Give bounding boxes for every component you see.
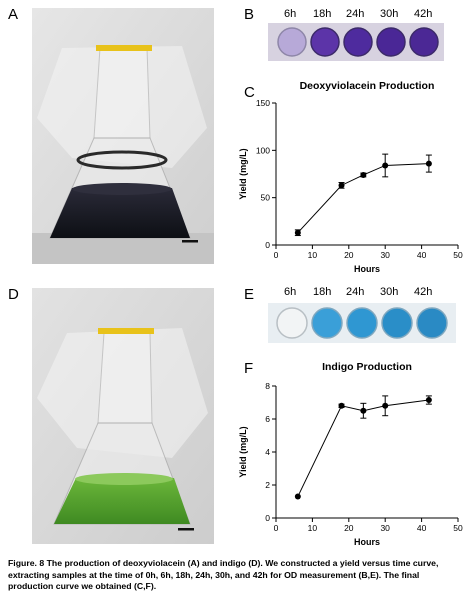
panel-label-c: C (244, 84, 255, 101)
chart-title: Indigo Production (322, 361, 412, 373)
well-label-b-4: 42h (414, 8, 433, 20)
y-tick-label: 0 (265, 240, 270, 250)
well-label-b-3: 30h (380, 8, 399, 20)
figure-caption: Figure. 8 The production of deoxyviolace… (8, 558, 439, 591)
y-tick-label: 8 (265, 381, 270, 391)
panel-label-e: E (244, 286, 255, 303)
x-tick-label: 10 (308, 250, 318, 260)
y-tick-label: 0 (265, 513, 270, 523)
data-point (360, 407, 367, 414)
data-point (294, 493, 301, 500)
data-point (338, 182, 345, 189)
x-tick-label: 0 (274, 250, 279, 260)
x-tick-label: 20 (344, 523, 354, 533)
y-tick-label: 50 (261, 193, 271, 203)
data-point (425, 160, 432, 167)
deoxyviolacein-production-chart: Deoxyviolacein Production 0 50 100 150 0 10 20 3… (238, 80, 463, 274)
well-label-e-0: 6h (284, 286, 297, 298)
x-axis-label: Hours (354, 264, 380, 274)
data-point (382, 162, 389, 169)
y-tick-label: 2 (265, 480, 270, 490)
chart-title: Deoxyviolacein Production (300, 80, 435, 92)
well-label-b-0: 6h (284, 8, 297, 20)
y-axis-label: Yield (mg/L) (238, 148, 248, 199)
y-tick-label: 4 (265, 447, 270, 457)
x-tick-label: 20 (344, 250, 354, 260)
x-tick-label: 40 (417, 250, 427, 260)
panel-label-b: B (244, 6, 255, 23)
y-tick-label: 150 (256, 98, 270, 108)
well-label-b-2: 24h (346, 8, 365, 20)
x-axis-label: Hours (354, 537, 380, 547)
data-point (360, 171, 367, 178)
x-tick-label: 50 (453, 523, 463, 533)
well-label-e-2: 24h (346, 286, 365, 298)
x-tick-label: 0 (274, 523, 279, 533)
x-tick-label: 30 (380, 250, 390, 260)
well-label-e-4: 42h (414, 286, 433, 298)
well-label-b-1: 18h (313, 8, 332, 20)
y-tick-label: 100 (256, 145, 270, 155)
well-label-e-3: 30h (380, 286, 399, 298)
well-label-e-1: 18h (313, 286, 332, 298)
data-point (294, 229, 301, 236)
well-plate-violet-image (268, 23, 444, 61)
x-tick-label: 40 (417, 523, 427, 533)
flask-image-green (32, 288, 214, 544)
y-tick-label: 6 (265, 414, 270, 424)
y-axis-label: Yield (mg/L) (238, 426, 248, 477)
flask-image-dark (32, 8, 214, 264)
panel-label-a: A (8, 6, 19, 23)
x-tick-label: 50 (453, 250, 463, 260)
flask-photo-indigo (32, 288, 214, 544)
data-point (338, 402, 345, 409)
x-tick-label: 30 (380, 523, 390, 533)
panel-label-d: D (8, 286, 19, 303)
data-point (425, 397, 432, 404)
well-plate-deoxyviolacein (268, 23, 444, 61)
panel-label-f: F (244, 360, 254, 377)
well-plate-blue-image (268, 303, 456, 343)
indigo-production-chart: Indigo Production 0 2 4 6 8 0 10 20 30 40 50 Hours Yi… (238, 361, 463, 547)
well-plate-indigo (268, 303, 456, 343)
x-tick-label: 10 (308, 523, 318, 533)
data-point (382, 402, 389, 409)
flask-photo-deoxyviolacein (32, 8, 214, 264)
